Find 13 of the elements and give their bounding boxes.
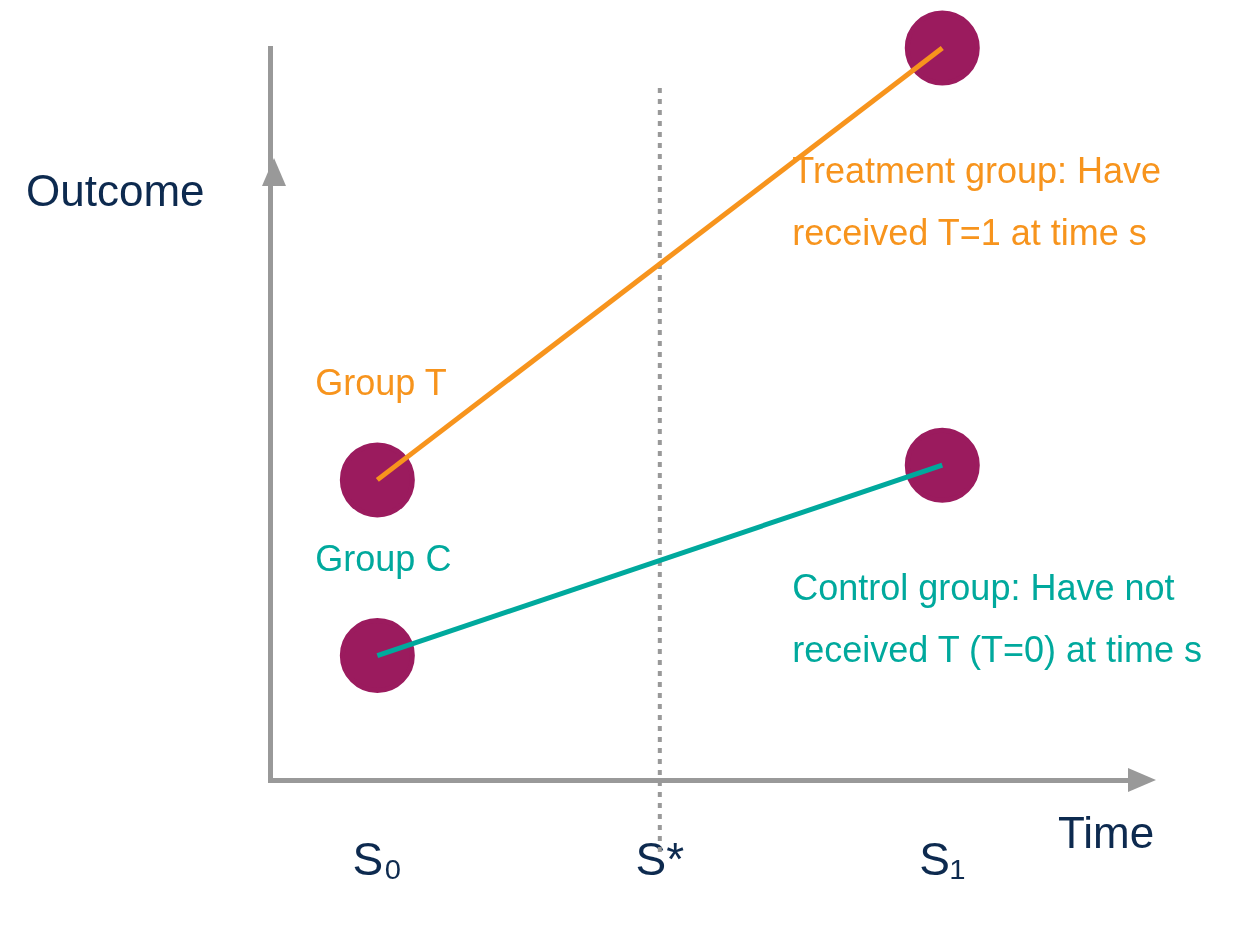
annotation: Control group: Have not received T (T=0) at time s xyxy=(792,567,1203,671)
point xyxy=(904,10,980,86)
x-axis-title: Time xyxy=(1058,808,1155,858)
x-tick-label: S* xyxy=(635,833,685,886)
y-axis-title: Outcome xyxy=(26,166,205,216)
point xyxy=(339,618,415,694)
x-tick-label: S₀ xyxy=(352,833,403,886)
point xyxy=(339,442,415,518)
x-tick-label: S₁ xyxy=(919,833,966,886)
point xyxy=(904,427,980,503)
annotation: Treatment group: Have received T=1 at time s xyxy=(792,150,1162,253)
series-label: Group T xyxy=(315,361,447,403)
series-label: Group C xyxy=(315,537,452,579)
